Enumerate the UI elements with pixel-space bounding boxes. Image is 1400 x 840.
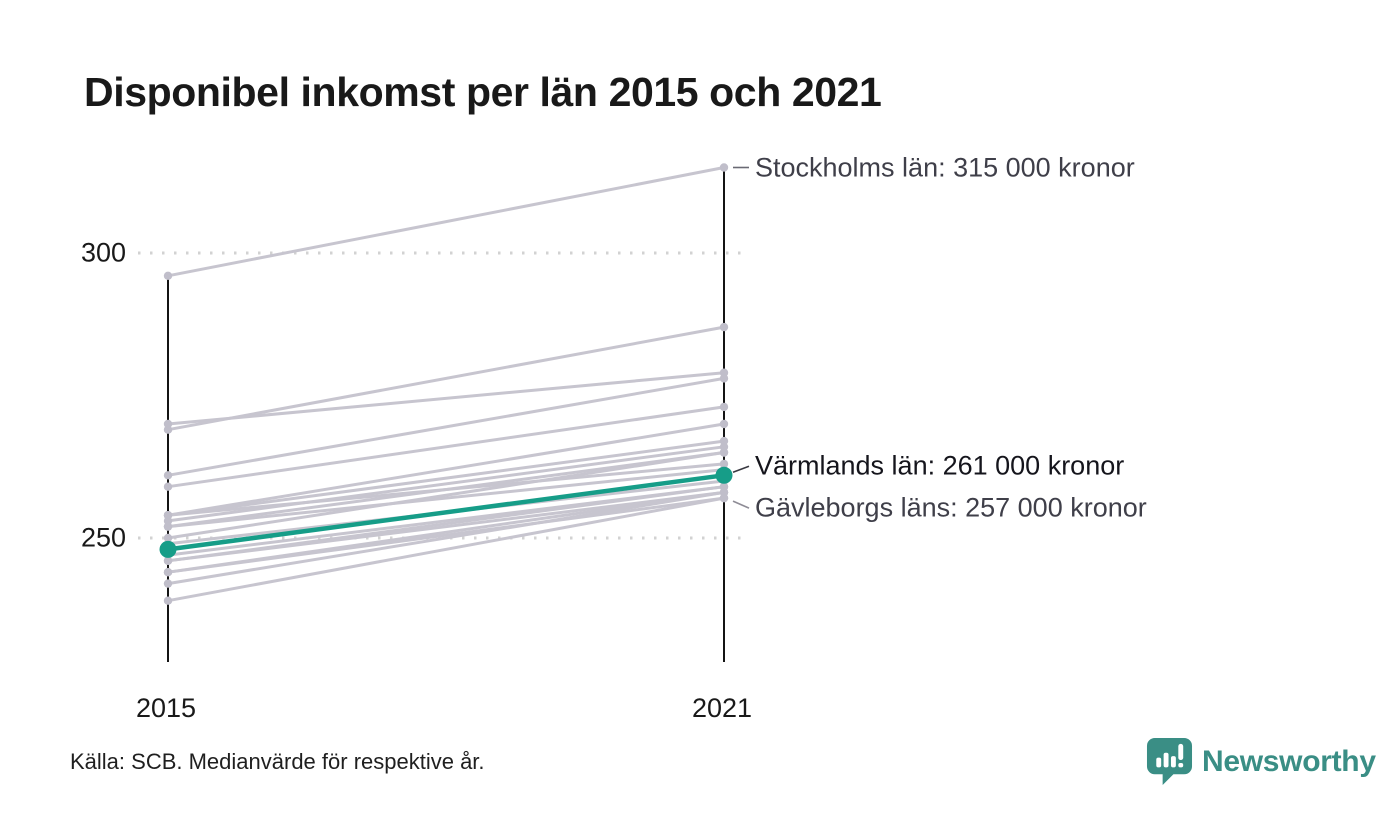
series-line [167, 451, 725, 540]
series-line [167, 462, 725, 517]
source-note: Källa: SCB. Medianvärde för respektive å… [70, 749, 485, 774]
series-line [167, 439, 725, 517]
y-axis-tick-300: 300 [80, 237, 126, 268]
chart-title: Disponibel inkomst per län 2015 och 2021 [84, 69, 882, 115]
series-line [167, 468, 725, 529]
newsworthy-logo-text: Newsworthy [1202, 745, 1376, 778]
series-line [167, 490, 725, 586]
series-line [167, 496, 725, 603]
series-line [167, 371, 725, 426]
series-dot [719, 322, 729, 332]
series-line [167, 166, 725, 278]
series-dot [163, 511, 173, 520]
annotation-connector [732, 500, 750, 509]
series-line [167, 325, 725, 432]
series-dot [719, 163, 729, 172]
series-dot [163, 482, 173, 491]
series-dot [719, 419, 729, 429]
series-line [167, 490, 725, 563]
series-dot [719, 374, 729, 383]
y-axis-tick-250: 250 [80, 522, 126, 553]
series-line [167, 496, 725, 574]
series-dot [163, 471, 173, 480]
newsworthy-logo: Newsworthy [1146, 737, 1376, 787]
annotation-connector [732, 465, 750, 474]
series-dot [163, 522, 173, 531]
series-line [167, 422, 725, 517]
highlight-series-dot [715, 466, 733, 484]
series-line [167, 376, 725, 477]
series-dot [163, 271, 173, 280]
x-axis-label-2015: 2015 [135, 693, 197, 723]
highlight-series-line [167, 473, 725, 552]
series-dot [719, 448, 729, 457]
series-line [167, 405, 725, 489]
annotation-stockholms-lan: Stockholms län: 315 000 kronor [755, 152, 1135, 182]
series-dot [163, 579, 173, 588]
annotation-gavleborgs-lan: Gävleborgs läns: 257 000 kronor [755, 492, 1147, 523]
x-axis-label-2021: 2021 [691, 693, 753, 723]
series-line [167, 445, 725, 523]
series-dot [163, 556, 173, 565]
newsworthy-logo-icon [1146, 738, 1193, 786]
highlight-series-dot [159, 540, 177, 558]
series-dot [719, 402, 729, 412]
annotation-varmlands-lan: Värmlands län: 261 000 kronor [755, 450, 1125, 481]
series-dot [163, 419, 173, 429]
series-dot [719, 493, 729, 503]
series-dot [163, 568, 173, 577]
series-dot [163, 596, 173, 605]
